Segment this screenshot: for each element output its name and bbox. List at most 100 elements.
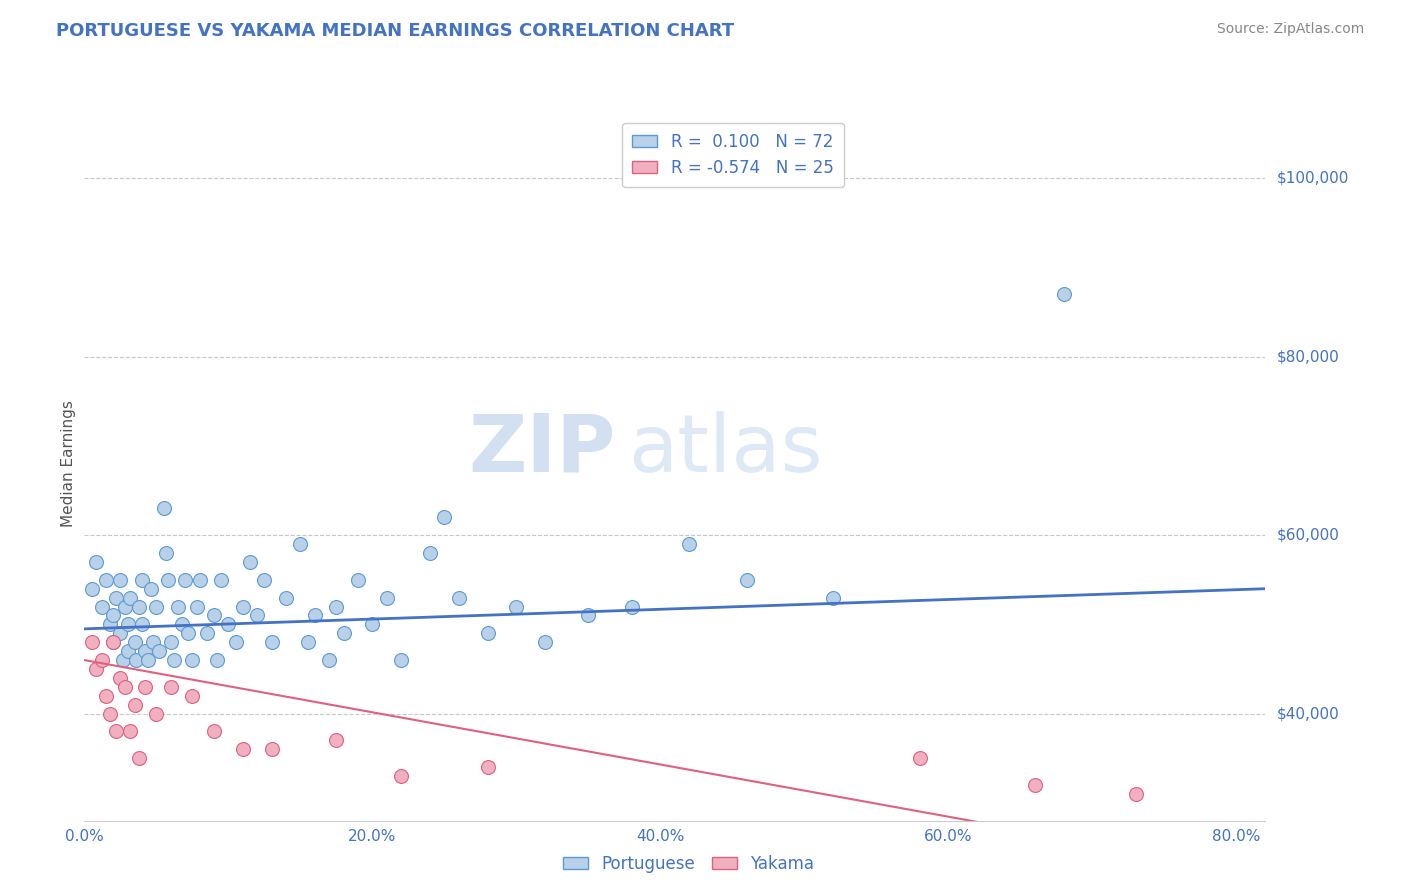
Point — [90, 653, 112, 667]
Point — [131, 617, 153, 632]
Point — [202, 724, 225, 739]
Point — [94, 573, 117, 587]
Point — [908, 751, 931, 765]
Point — [114, 680, 136, 694]
Point — [217, 617, 239, 632]
Point — [120, 724, 142, 739]
Point — [534, 635, 557, 649]
Point — [290, 537, 312, 551]
Legend: R =  0.100   N = 72, R = -0.574   N = 25: R = 0.100 N = 72, R = -0.574 N = 25 — [623, 122, 844, 186]
Point — [325, 733, 347, 747]
Point — [142, 635, 165, 649]
Point — [260, 635, 283, 649]
Point — [163, 653, 186, 667]
Point — [139, 582, 162, 596]
Point — [188, 573, 211, 587]
Point — [195, 626, 218, 640]
Point — [620, 599, 643, 614]
Point — [117, 617, 139, 632]
Point — [148, 644, 170, 658]
Text: atlas: atlas — [627, 410, 823, 489]
Point — [578, 608, 600, 623]
Point — [131, 573, 153, 587]
Point — [297, 635, 319, 649]
Point — [105, 724, 128, 739]
Point — [155, 546, 177, 560]
Point — [318, 653, 340, 667]
Point — [477, 760, 499, 774]
Point — [325, 599, 347, 614]
Point — [1053, 287, 1076, 301]
Point — [419, 546, 441, 560]
Point — [347, 573, 370, 587]
Point — [274, 591, 297, 605]
Point — [84, 662, 107, 676]
Legend: Portuguese, Yakama: Portuguese, Yakama — [557, 848, 821, 880]
Point — [125, 653, 148, 667]
Text: $100,000: $100,000 — [1277, 171, 1348, 186]
Point — [186, 599, 208, 614]
Point — [823, 591, 845, 605]
Point — [120, 591, 142, 605]
Point — [80, 635, 103, 649]
Point — [239, 555, 262, 569]
Point — [112, 653, 135, 667]
Point — [1125, 787, 1147, 801]
Point — [181, 689, 204, 703]
Point — [98, 617, 121, 632]
Point — [80, 582, 103, 596]
Point — [389, 769, 412, 783]
Point — [177, 626, 200, 640]
Point — [134, 680, 156, 694]
Text: PORTUGUESE VS YAKAMA MEDIAN EARNINGS CORRELATION CHART: PORTUGUESE VS YAKAMA MEDIAN EARNINGS COR… — [56, 22, 734, 40]
Text: $60,000: $60,000 — [1277, 528, 1340, 542]
Point — [101, 635, 124, 649]
Point — [124, 698, 146, 712]
Text: ZIP: ZIP — [468, 410, 616, 489]
Text: $80,000: $80,000 — [1277, 350, 1340, 364]
Point — [90, 599, 112, 614]
Point — [101, 635, 124, 649]
Point — [159, 680, 181, 694]
Point — [375, 591, 398, 605]
Point — [128, 751, 150, 765]
Point — [101, 608, 124, 623]
Point — [117, 644, 139, 658]
Point — [361, 617, 384, 632]
Point — [172, 617, 194, 632]
Point — [181, 653, 204, 667]
Text: Source: ZipAtlas.com: Source: ZipAtlas.com — [1216, 22, 1364, 37]
Text: $40,000: $40,000 — [1277, 706, 1340, 721]
Point — [389, 653, 412, 667]
Point — [110, 573, 132, 587]
Point — [232, 742, 254, 756]
Point — [114, 599, 136, 614]
Y-axis label: Median Earnings: Median Earnings — [60, 401, 76, 527]
Point — [232, 599, 254, 614]
Point — [735, 573, 758, 587]
Point — [304, 608, 326, 623]
Point — [145, 599, 167, 614]
Point — [202, 608, 225, 623]
Point — [678, 537, 700, 551]
Point — [136, 653, 159, 667]
Point — [209, 573, 232, 587]
Point — [505, 599, 527, 614]
Point — [159, 635, 181, 649]
Point — [253, 573, 276, 587]
Point — [1024, 778, 1046, 792]
Point — [94, 689, 117, 703]
Point — [167, 599, 190, 614]
Point — [84, 555, 107, 569]
Point — [447, 591, 470, 605]
Point — [156, 573, 179, 587]
Point — [110, 626, 132, 640]
Point — [124, 635, 146, 649]
Point — [260, 742, 283, 756]
Point — [110, 671, 132, 685]
Point — [145, 706, 167, 721]
Point — [433, 510, 456, 524]
Point — [174, 573, 197, 587]
Point — [477, 626, 499, 640]
Point — [332, 626, 354, 640]
